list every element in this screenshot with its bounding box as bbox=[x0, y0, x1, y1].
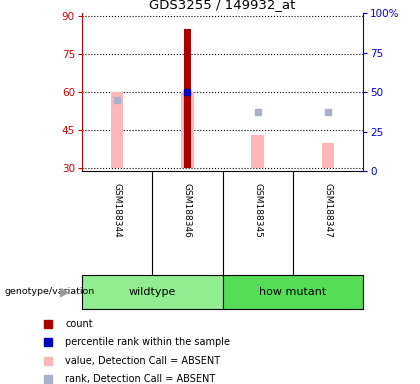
Text: count: count bbox=[65, 319, 93, 329]
Bar bbox=[252, 135, 264, 168]
Bar bbox=[223, 275, 363, 309]
Text: ▶: ▶ bbox=[60, 285, 70, 298]
Text: GSM188346: GSM188346 bbox=[183, 183, 192, 238]
Text: GSM188344: GSM188344 bbox=[113, 183, 121, 238]
Title: GDS3255 / 149932_at: GDS3255 / 149932_at bbox=[150, 0, 296, 11]
Text: how mutant: how mutant bbox=[259, 287, 327, 297]
Bar bbox=[111, 92, 123, 168]
Text: percentile rank within the sample: percentile rank within the sample bbox=[65, 338, 230, 348]
Text: genotype/variation: genotype/variation bbox=[4, 287, 94, 296]
Text: rank, Detection Call = ABSENT: rank, Detection Call = ABSENT bbox=[65, 374, 215, 384]
Bar bbox=[181, 92, 194, 168]
Bar bbox=[322, 143, 334, 168]
Bar bbox=[184, 29, 191, 168]
Bar bbox=[82, 275, 223, 309]
Text: wildtype: wildtype bbox=[129, 287, 176, 297]
Text: value, Detection Call = ABSENT: value, Detection Call = ABSENT bbox=[65, 356, 220, 366]
Text: GSM188347: GSM188347 bbox=[324, 183, 333, 238]
Text: GSM188345: GSM188345 bbox=[253, 183, 262, 238]
